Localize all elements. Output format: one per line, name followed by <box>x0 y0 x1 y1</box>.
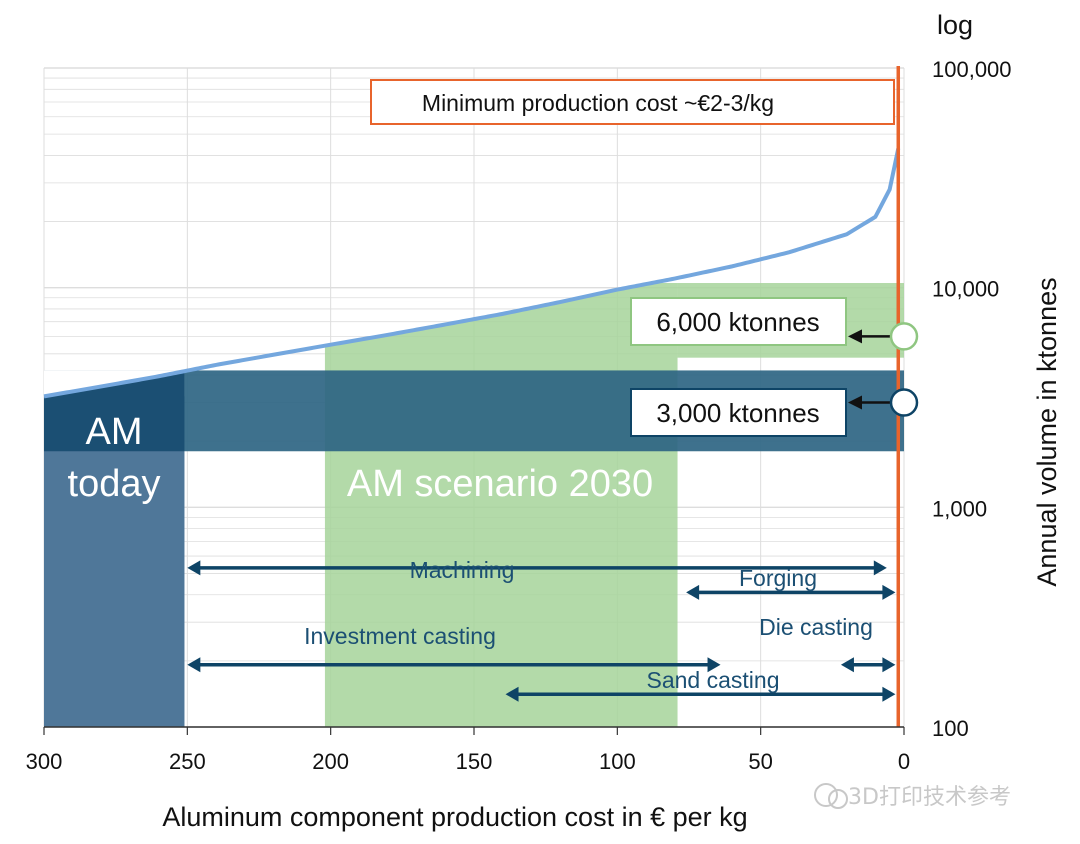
range-arrow-left-machining <box>187 560 201 576</box>
range-label-investment-casting: Investment casting <box>304 623 496 649</box>
y-tick-label: 1,000 <box>932 496 987 521</box>
watermark: 3D打印技术参考 <box>814 783 1011 810</box>
x-tick-label: 100 <box>599 749 636 774</box>
callout-arrow-head-3000 <box>848 395 862 410</box>
callout-3000-label: 3,000 ktonnes <box>656 398 819 428</box>
x-tick-label: 0 <box>898 749 910 774</box>
am-scenario-2030-label: AM scenario 2030 <box>347 463 653 505</box>
x-tick-label: 150 <box>456 749 493 774</box>
curve-layer <box>43 148 901 399</box>
axes: 300 250 200 150 100 50 0 100 1,000 10,000 100,000 <box>26 57 1012 774</box>
range-arrow-right-forging <box>882 584 896 600</box>
y-axis-title: Annual volume in ktonnes <box>1032 277 1062 586</box>
range-arrow-right-machining <box>873 560 887 576</box>
x-tick-label: 300 <box>26 749 63 774</box>
range-arrow-right-investment-casting <box>707 657 721 673</box>
x-tick-label: 250 <box>169 749 206 774</box>
x-tick-label: 50 <box>748 749 772 774</box>
min-cost-label: Minimum production cost ~€2-3/kg <box>422 90 774 116</box>
callout-3000-box <box>630 388 847 437</box>
range-label-forging: Forging <box>739 565 817 591</box>
range-arrow-right-die-casting <box>882 657 896 673</box>
callout-marker-6000 <box>889 322 919 351</box>
y-tick-label: 10,000 <box>932 277 999 302</box>
volume-curve <box>43 148 901 399</box>
x-tick-label: 200 <box>312 749 349 774</box>
am-today-label-line2: today <box>68 463 161 505</box>
regions <box>44 283 904 727</box>
range-label-die-casting: Die casting <box>759 614 873 640</box>
range-arrow-right-sand-casting <box>882 686 896 702</box>
range-arrow-left-die-casting <box>840 657 854 673</box>
range-arrow-left-sand-casting <box>505 686 519 702</box>
y-scale-label: log <box>937 10 973 40</box>
callout-6000-label: 6,000 ktonnes <box>656 307 819 337</box>
y-tick-label: 100,000 <box>932 57 1012 82</box>
region-am-today <box>44 396 185 727</box>
process-ranges <box>187 560 896 702</box>
x-axis-title: Aluminum component production cost in € … <box>162 802 747 832</box>
annotations <box>848 66 919 727</box>
callout-arrow-head-6000 <box>848 329 862 344</box>
region-am-scenario-2030 <box>324 283 678 727</box>
range-label-sand-casting: Sand casting <box>647 667 780 693</box>
callout-marker-3000 <box>889 388 919 417</box>
range-arrow-left-investment-casting <box>187 657 201 673</box>
range-arrow-left-forging <box>686 584 700 600</box>
callout-6000-box <box>630 297 847 346</box>
watermark-text: 3D打印技术参考 <box>848 785 1011 810</box>
y-tick-label: 100 <box>932 716 969 741</box>
min-cost-box <box>370 79 895 125</box>
am-today-label-line1: AM <box>86 411 143 453</box>
range-label-machining: Machining <box>410 557 515 583</box>
